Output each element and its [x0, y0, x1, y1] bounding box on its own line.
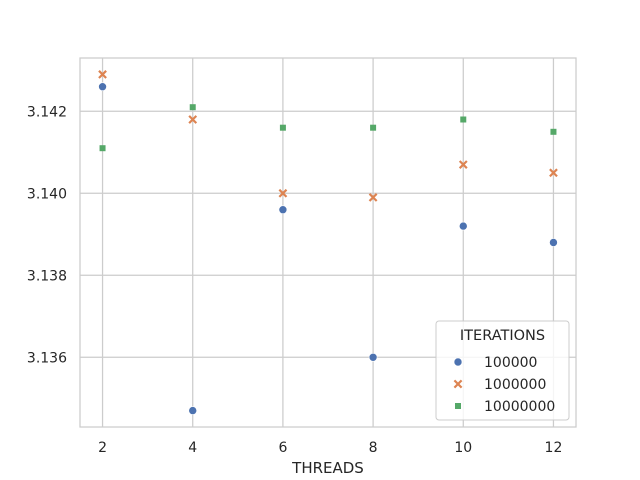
x-tick-label: 6	[278, 440, 287, 456]
legend-items: 100000 1000000 10000000	[453, 355, 555, 415]
legend-marker	[453, 379, 463, 389]
data-point	[278, 205, 288, 214]
legend-label: 100000	[484, 355, 537, 371]
data-point	[458, 160, 468, 169]
data-point	[549, 238, 558, 247]
x-tick-label: 10	[454, 440, 472, 456]
data-point	[549, 168, 558, 178]
data-points	[98, 70, 558, 415]
y-tick-label: 3.140	[27, 186, 67, 202]
data-point	[98, 70, 107, 79]
data-point	[550, 128, 557, 135]
y-tick-label: 3.142	[27, 104, 67, 120]
plot-area	[79, 57, 577, 428]
data-point	[98, 82, 107, 91]
x-axis: 2 4 6 8 10 12	[98, 440, 562, 456]
legend-box	[435, 320, 570, 421]
data-point	[99, 145, 106, 152]
y-tick-label: 3.136	[27, 350, 67, 366]
data-point	[458, 221, 468, 231]
data-point	[370, 124, 377, 131]
data-point	[189, 104, 196, 111]
legend-title: ITERATIONS	[460, 328, 545, 344]
x-tick-label: 4	[188, 440, 197, 456]
legend-label: 1000000	[484, 377, 546, 393]
data-point	[188, 115, 198, 124]
x-tick-label: 8	[369, 440, 378, 456]
legend-marker	[455, 403, 461, 409]
y-tick-label: 3.138	[27, 268, 67, 284]
legend: ITERATIONS 100000 1000000 10000000	[435, 320, 570, 421]
legend-label: 10000000	[484, 399, 555, 415]
data-point	[368, 193, 378, 202]
data-point	[460, 116, 467, 123]
x-tick-label: 2	[98, 440, 107, 456]
data-point	[188, 406, 198, 415]
y-axis: 3.136 3.138 3.140 3.142	[27, 104, 67, 366]
legend-marker	[453, 357, 463, 367]
data-point	[278, 188, 288, 198]
data-point	[279, 124, 286, 131]
x-tick-label: 12	[545, 440, 563, 456]
x-axis-title: THREADS	[291, 459, 364, 477]
data-point	[368, 352, 378, 362]
